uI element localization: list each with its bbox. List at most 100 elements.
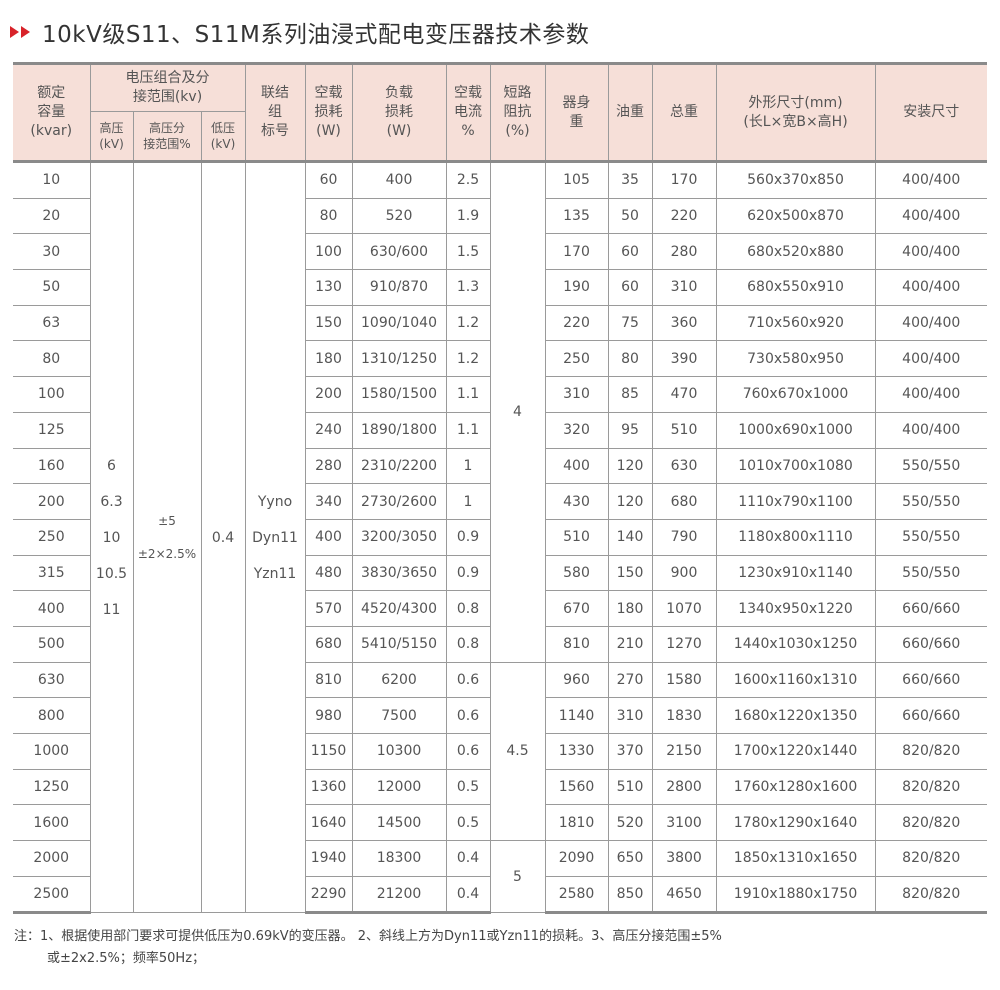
table-row: 800 980 7500 0.6 1140 310 1830 1680x1220x1350 66… — [13, 697, 988, 734]
capacity-cell: 2000 — [13, 840, 91, 877]
dimensions-cell: 1910x1880x1750 — [715, 875, 876, 915]
capacity-cell: 200 — [13, 483, 91, 520]
header-no-load-current: 空载 电流% — [445, 62, 491, 162]
no-load-current-cell: 0.8 — [445, 590, 491, 627]
oil-weight-cell: 85 — [607, 376, 653, 413]
dimensions-cell: 1340x950x1220 — [715, 590, 876, 627]
total-weight-cell: 3800 — [651, 840, 717, 877]
dimensions-cell: 1440x1030x1250 — [715, 625, 876, 663]
impedance-merged-cell: 5 — [489, 840, 546, 914]
oil-weight-cell: 50 — [607, 197, 653, 235]
dimensions-cell: 1850x1310x1650 — [715, 840, 876, 877]
no-load-loss-cell: 1150 — [304, 733, 353, 770]
no-load-current-cell: 0.9 — [445, 554, 491, 592]
header-install: 安装尺寸 — [874, 62, 988, 162]
install-cell: 820/820 — [874, 733, 988, 770]
no-load-loss-cell: 680 — [304, 625, 353, 663]
header-body-weight: 器身重 — [544, 62, 609, 162]
oil-weight-cell: 120 — [607, 447, 653, 485]
load-loss-cell: 5410/5150 — [351, 625, 447, 663]
no-load-loss-cell: 180 — [304, 340, 353, 378]
oil-weight-cell: 75 — [607, 304, 653, 342]
no-load-current-cell: 0.4 — [445, 840, 491, 877]
spec-table: 额定 容量 (kvar) 电压组合及分 接范围(kv) 联结组标号 空载 损耗 (W) 负… — [13, 62, 988, 915]
hv-value: 10.5 — [95, 565, 128, 582]
tap-value: ±5 — [158, 513, 176, 528]
total-weight-cell: 1580 — [651, 661, 717, 699]
no-load-current-cell: 1 — [445, 447, 491, 485]
body-weight-cell: 320 — [544, 411, 609, 449]
capacity-cell: 50 — [13, 269, 91, 306]
header-total-weight: 总重 — [651, 62, 717, 162]
oil-weight-cell: 120 — [607, 483, 653, 520]
header-oil-weight: 油重 — [607, 62, 653, 162]
install-cell: 660/660 — [874, 590, 988, 627]
vector-merged-cell: Yyno Dyn11 Yzn11 — [244, 159, 306, 914]
load-loss-cell: 10300 — [351, 733, 447, 770]
total-weight-cell: 1070 — [651, 590, 717, 627]
hv-value: 6.3 — [100, 493, 123, 510]
capacity-cell: 10 — [13, 160, 91, 199]
table-row: 1600 1640 14500 0.5 1810 520 3100 1780x1290x164… — [13, 804, 988, 842]
total-weight-cell: 3100 — [651, 804, 717, 842]
install-cell: 660/660 — [874, 661, 988, 699]
load-loss-cell: 14500 — [351, 804, 447, 842]
header-voltage-group: 电压组合及分 接范围(kv) — [89, 62, 246, 112]
header-impedance: 短路 阻抗 (%) — [489, 62, 546, 162]
load-loss-cell: 520 — [351, 197, 447, 235]
load-loss-cell: 12000 — [351, 768, 447, 806]
capacity-cell: 20 — [13, 197, 91, 235]
table-row: 315 480 3830/3650 0.9 580 150 900 1230x910x1140… — [13, 554, 988, 592]
table-row: 250 400 3200/3050 0.9 510 140 790 1180x800x1110… — [13, 518, 988, 556]
install-cell: 820/820 — [874, 875, 988, 915]
capacity-cell: 160 — [13, 447, 91, 485]
dimensions-cell: 1600x1160x1310 — [715, 661, 876, 699]
triangle-bullet-icon — [21, 26, 30, 38]
no-load-loss-cell: 240 — [304, 411, 353, 449]
body-weight-cell: 430 — [544, 483, 609, 520]
no-load-current-cell: 0.8 — [445, 625, 491, 663]
dimensions-cell: 710x560x920 — [715, 304, 876, 342]
oil-weight-cell: 650 — [607, 840, 653, 877]
dimensions-cell: 680x550x910 — [715, 269, 876, 306]
dimensions-cell: 730x580x950 — [715, 340, 876, 378]
body-weight-cell: 170 — [544, 233, 609, 271]
load-loss-cell: 1310/1250 — [351, 340, 447, 378]
no-load-loss-cell: 100 — [304, 233, 353, 271]
total-weight-cell: 470 — [651, 376, 717, 413]
oil-weight-cell: 270 — [607, 661, 653, 699]
title-text: 10kV级S11、S11M系列油浸式配电变压器技术参数 — [42, 22, 590, 48]
capacity-cell: 30 — [13, 233, 91, 271]
install-cell: 400/400 — [874, 376, 988, 413]
table-row: 63 150 1090/1040 1.2 220 75 360 710x560x920 400/… — [13, 304, 988, 342]
triangle-bullet-icon — [10, 26, 19, 38]
no-load-loss-cell: 60 — [304, 160, 353, 199]
no-load-current-cell: 1 — [445, 483, 491, 520]
body-weight-cell: 670 — [544, 590, 609, 627]
no-load-current-cell: 0.5 — [445, 804, 491, 842]
capacity-cell: 400 — [13, 590, 91, 627]
body-weight-cell: 1330 — [544, 733, 609, 770]
header-tap: 高压分 接范围% — [132, 111, 202, 162]
header-no-load-loss: 空载 损耗 (W) — [304, 62, 353, 162]
dimensions-cell: 1110x790x1100 — [715, 483, 876, 520]
capacity-cell: 1000 — [13, 733, 91, 770]
install-cell: 550/550 — [874, 447, 988, 485]
body-weight-cell: 1810 — [544, 804, 609, 842]
total-weight-cell: 2150 — [651, 733, 717, 770]
total-weight-cell: 1270 — [651, 625, 717, 663]
install-cell: 550/550 — [874, 518, 988, 556]
no-load-loss-cell: 280 — [304, 447, 353, 485]
load-loss-cell: 18300 — [351, 840, 447, 877]
body-weight-cell: 135 — [544, 197, 609, 235]
no-load-current-cell: 0.6 — [445, 697, 491, 734]
load-loss-cell: 910/870 — [351, 269, 447, 306]
oil-weight-cell: 150 — [607, 554, 653, 592]
body-weight-cell: 310 — [544, 376, 609, 413]
hv-value: 10 — [102, 529, 121, 546]
no-load-loss-cell: 400 — [304, 518, 353, 556]
load-loss-cell: 6200 — [351, 661, 447, 699]
oil-weight-cell: 60 — [607, 233, 653, 271]
install-cell: 400/400 — [874, 269, 988, 306]
body-weight-cell: 2090 — [544, 840, 609, 877]
